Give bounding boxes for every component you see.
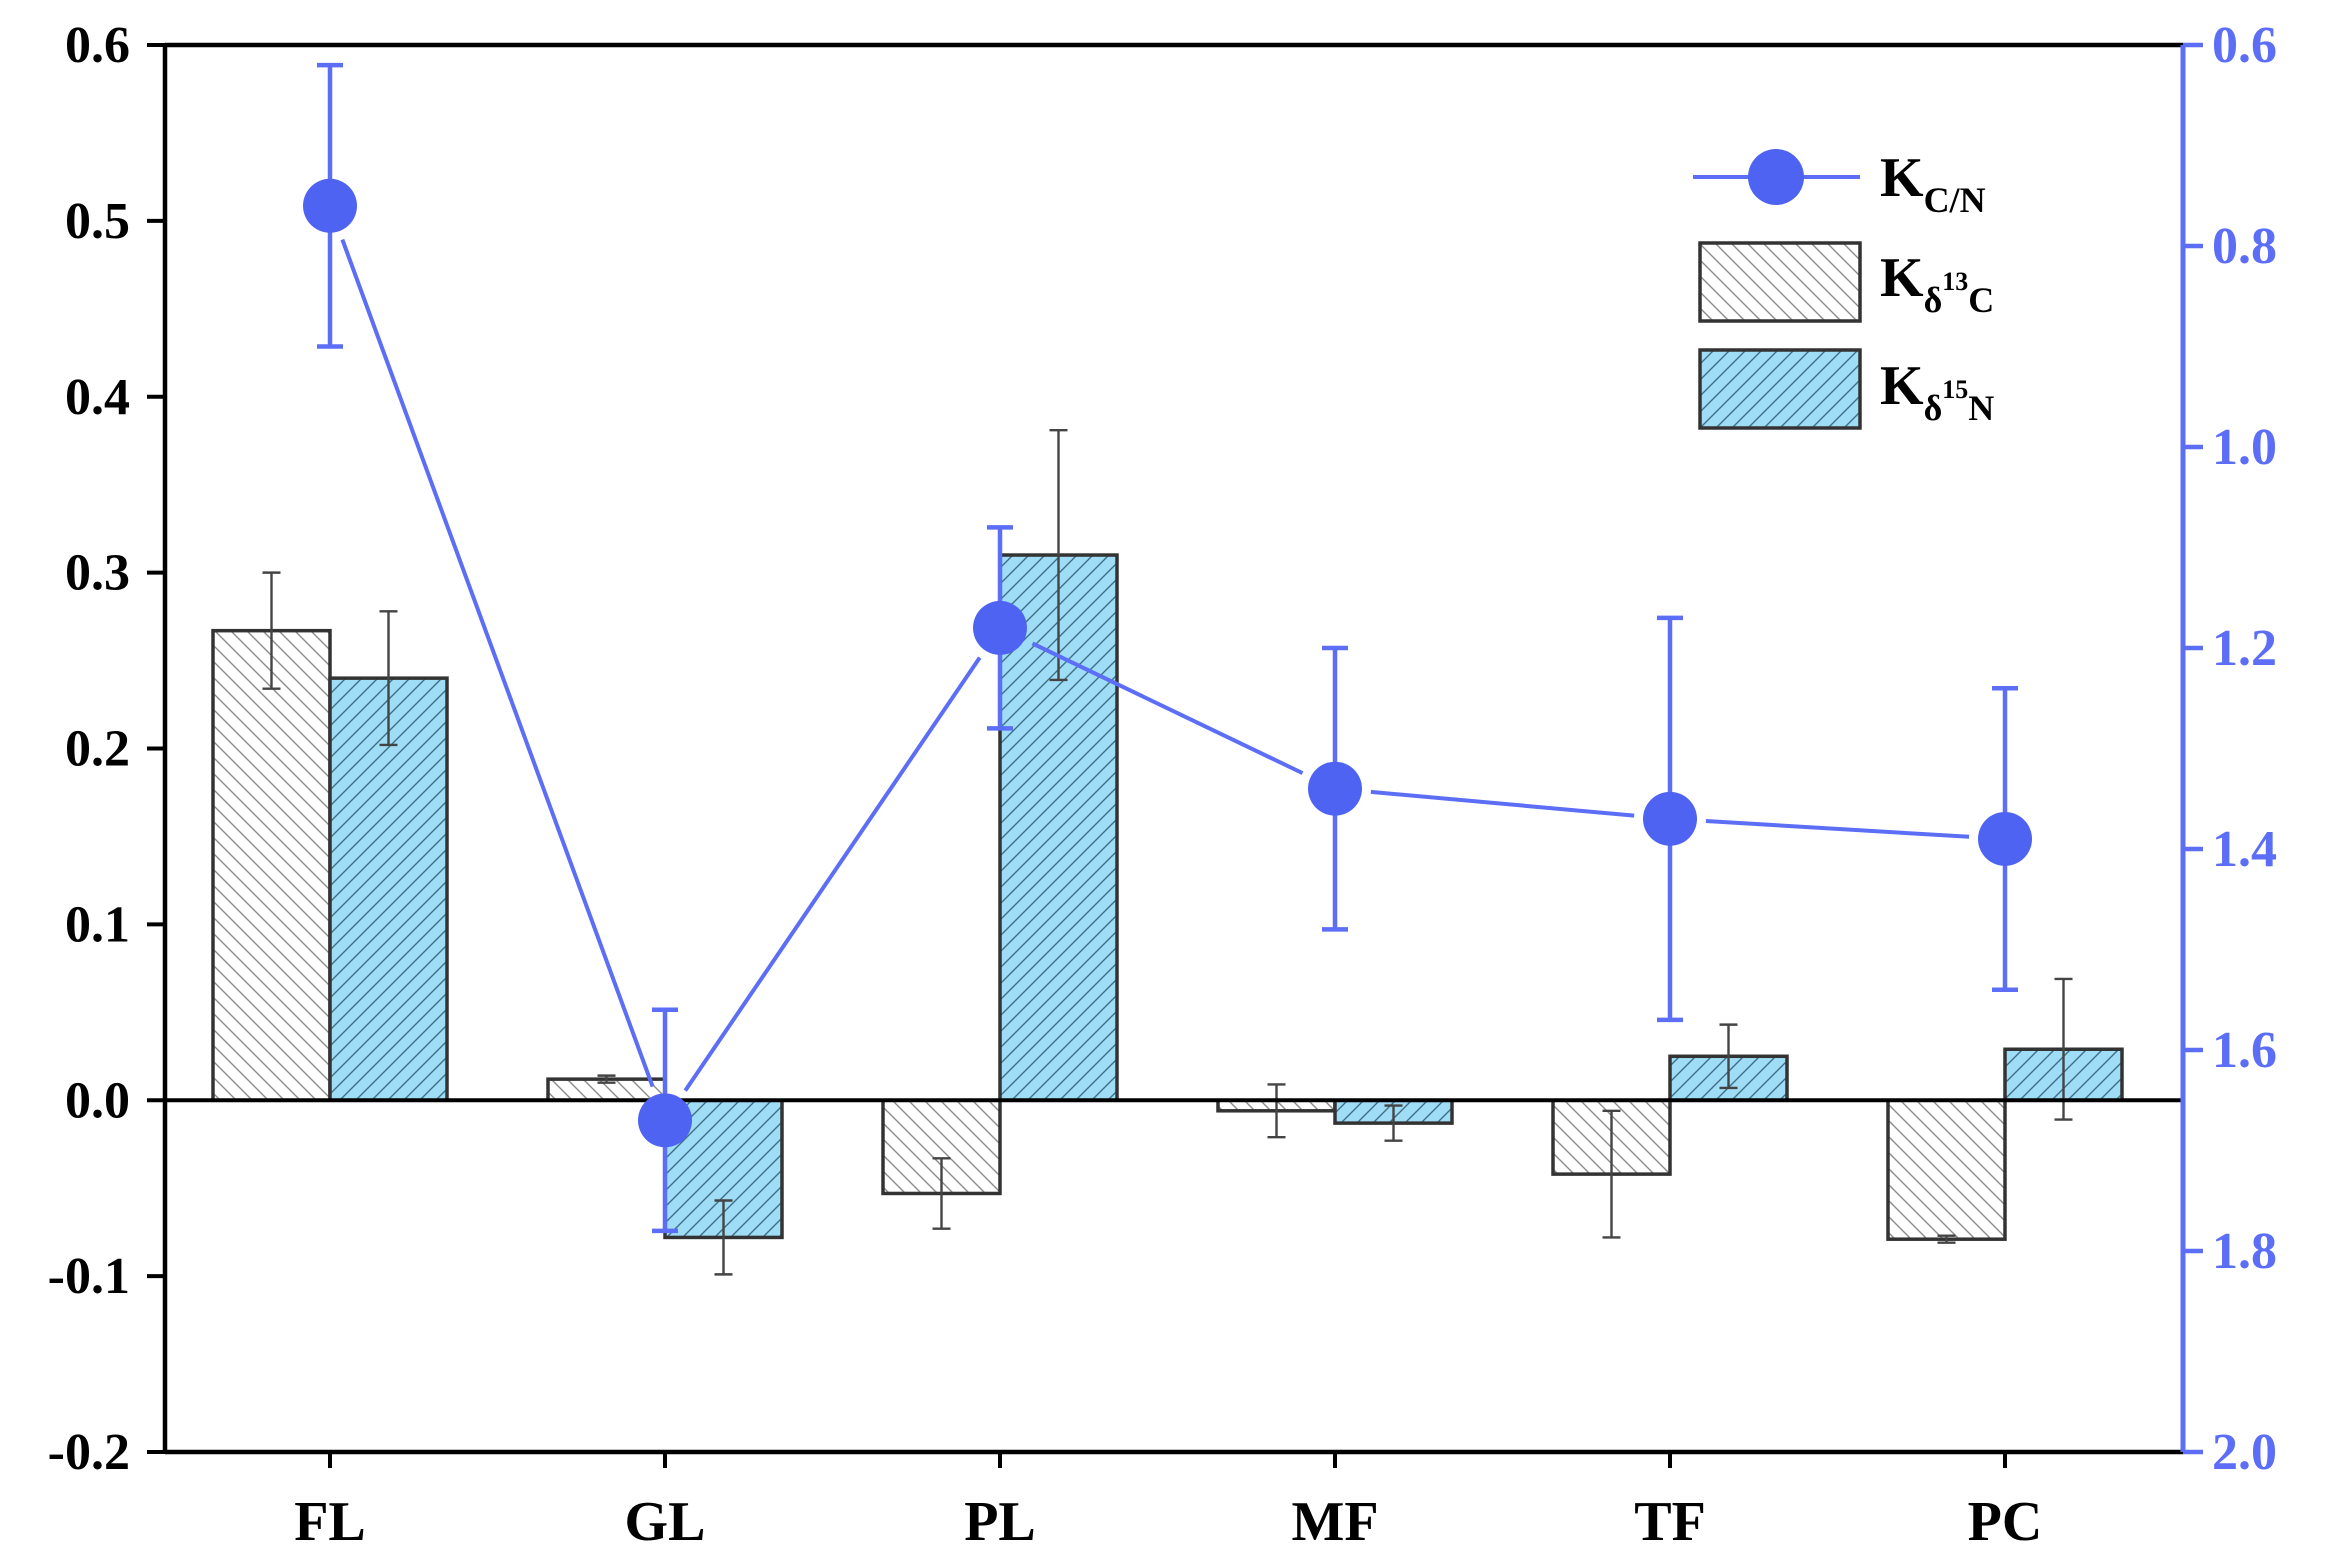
y-tick-label: 0.2 [65, 721, 130, 778]
y2-tick-label: 2.0 [2212, 1424, 2277, 1481]
legend-kcn-marker [1748, 149, 1804, 205]
errorbar-c13-tf [1602, 1109, 1621, 1239]
legend: KC/N Kδ13C Kδ15N [1693, 147, 1994, 430]
legend-kcn-label: KC/N [1880, 147, 1986, 220]
legend-n15-label: Kδ15N [1880, 355, 1994, 428]
errorbar-c13-mf [1267, 1083, 1286, 1139]
errorbar-c13-pl [932, 1157, 951, 1230]
y2-tick-label: 1.6 [2212, 1022, 2277, 1079]
x-tick-label: PL [964, 1491, 1036, 1551]
kcn-point-mf [1308, 761, 1362, 816]
kcn-point-pl [973, 600, 1027, 655]
kcn-line-segment [1370, 789, 1635, 818]
kcn-line-layer [303, 62, 2032, 1234]
y-tick-label: 0.6 [65, 17, 130, 74]
errorbar-n15-mf [1384, 1104, 1403, 1142]
x-tick-label: PC [1968, 1491, 2043, 1551]
x-tick-label: FL [294, 1491, 366, 1551]
kcn-line-segment [1705, 819, 1970, 839]
y-tick-label: 0.3 [65, 545, 130, 602]
bar-c13-fl [211, 628, 332, 1102]
y2-tick-label: 1.2 [2212, 620, 2277, 677]
kcn-line-segment [340, 238, 655, 1088]
kcn-line-segment [683, 656, 982, 1092]
y2-tick-label: 0.6 [2212, 17, 2277, 74]
y-tick-label: -0.2 [48, 1424, 130, 1481]
y2-tick-label: 1.8 [2212, 1223, 2277, 1280]
kcn-point-fl [303, 178, 357, 233]
x-tick-label: TF [1634, 1491, 1706, 1551]
y2-tick-label: 0.8 [2212, 218, 2277, 275]
x-tick-label: MF [1291, 1491, 1378, 1551]
errorbar-n15-fl [379, 610, 398, 747]
y-tick-label: 0.1 [65, 896, 130, 953]
kcn-line-segment [1031, 641, 1304, 775]
y-tick-label: -0.1 [48, 1248, 130, 1305]
errorbar-c13-pc [1937, 1234, 1956, 1244]
axes-layer: -0.2 -0.1 0.0 0.1 0.2 0.3 0.4 0.5 0.6 0.6 0.8 1.0 1.… [48, 17, 2277, 1553]
y-tick-label: 0.5 [65, 193, 130, 250]
errorbar-n15-pl [1049, 428, 1068, 682]
y-tick-label: 0.4 [65, 369, 130, 426]
legend-c13-swatch [1698, 241, 1862, 323]
legend-n15-swatch [1698, 348, 1862, 430]
kcn-point-gl [638, 1093, 692, 1148]
x-tick-label: GL [625, 1491, 706, 1551]
legend-c13-label: Kδ13C [1880, 247, 1994, 320]
bars-layer [211, 428, 2124, 1276]
bar-c13-pc [1886, 1098, 2007, 1241]
y2-tick-label: 1.0 [2212, 419, 2277, 476]
errorbar-n15-pc [2054, 977, 2073, 1121]
errorbar-c13-fl [262, 571, 281, 690]
errorbar-c13-gl [597, 1074, 616, 1084]
y-tick-label: 0.0 [65, 1072, 130, 1129]
bar-n15-fl [328, 676, 449, 1103]
errorbar-n15-tf [1719, 1023, 1738, 1090]
errorbar-n15-gl [714, 1199, 733, 1276]
y2-tick-label: 1.4 [2212, 821, 2277, 878]
kcn-point-tf [1643, 791, 1697, 846]
kcn-point-pc [1978, 811, 2032, 866]
